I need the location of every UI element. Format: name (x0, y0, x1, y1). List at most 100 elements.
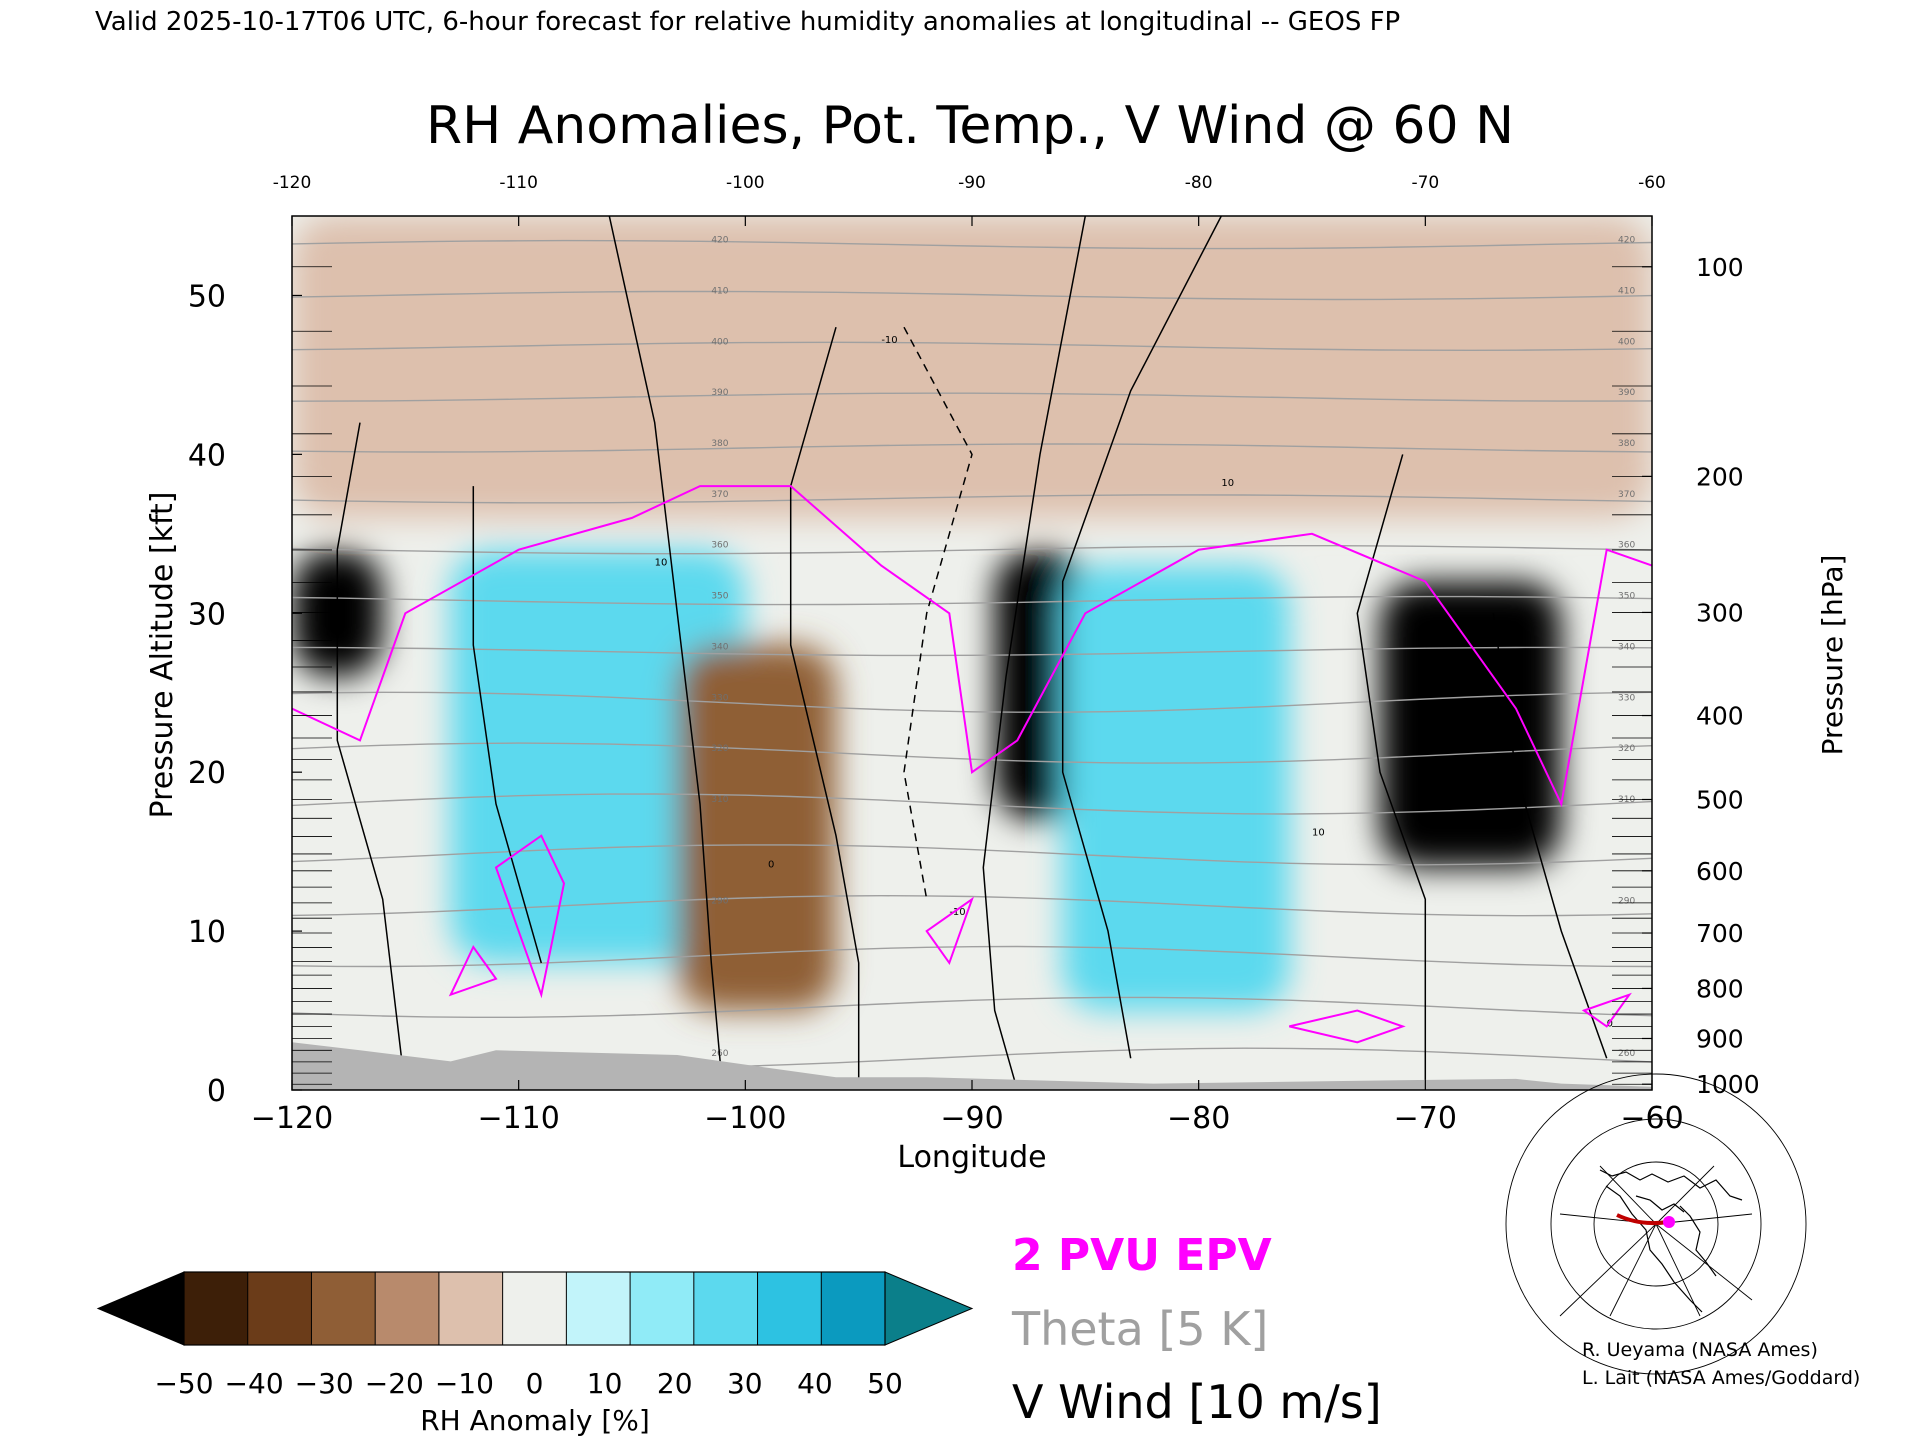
colorbar-tick-label: −20 (365, 1367, 424, 1400)
theta-label: 310 (711, 795, 728, 805)
colorbar-tick-label: 10 (587, 1367, 623, 1400)
chart-title: RH Anomalies, Pot. Temp., V Wind @ 60 N (426, 96, 1514, 156)
x-tick-label: −120 (251, 1101, 333, 1136)
colorbar-label: RH Anomaly [%] (420, 1404, 650, 1437)
epv-loop (925, 896, 974, 966)
theta-label: 330 (711, 693, 728, 703)
colorbar-bin (247, 1272, 312, 1345)
rh-anomaly-region (1380, 581, 1562, 868)
terrain-profile (292, 1042, 1652, 1090)
colorbar: −50 −40 −30 −20 −10 0 10 20 30 40 50 (96, 1271, 974, 1400)
colorbar-high-arrow (884, 1271, 974, 1346)
colorbar-bin (375, 1272, 440, 1345)
colorbar-tick-label: −50 (154, 1367, 213, 1400)
theta-isentrope (292, 239, 1652, 250)
pressure-tick-label: 100 (1696, 253, 1744, 282)
pressure-tick-label: 900 (1696, 1024, 1744, 1053)
locator-map (1505, 1073, 1807, 1375)
theta-label: 400 (711, 337, 728, 347)
theta-isentrope (292, 290, 1652, 301)
top-tick-label: -100 (726, 173, 765, 193)
x-axis-label: Longitude (897, 1140, 1046, 1175)
y-tick-label: 10 (188, 915, 226, 950)
theta-isentrope (292, 793, 1652, 815)
theta-label: 380 (1618, 439, 1635, 449)
vwind-contour (982, 216, 1087, 1090)
vwind-contours: 10 -10 -10 0 10 10 0 (336, 216, 1613, 1090)
vwind-contour (472, 486, 543, 964)
theta-label: 360 (711, 541, 728, 551)
coastline (1599, 1169, 1743, 1313)
location-marker (1663, 1216, 1675, 1228)
epv-contours (292, 485, 1652, 1044)
theta-label: 420 (1618, 236, 1635, 246)
theta-label: 400 (1618, 337, 1635, 347)
theta-label: 360 (1618, 541, 1635, 551)
terrain-mask (292, 1042, 1652, 1090)
valid-time-header: Valid 2025-10-17T06 UTC, 6-hour forecast… (95, 7, 1400, 37)
vwind-label: 0 (1607, 1018, 1613, 1029)
theta-isentrope (292, 392, 1652, 402)
colorbar-bin (438, 1272, 504, 1345)
vwind-label: -10 (881, 335, 897, 346)
axes: −120-120−110-110−100-100−90-90−80-80−70-… (188, 173, 1760, 1136)
vwind-contour (1356, 454, 1427, 1090)
x-tick-label: −110 (477, 1101, 559, 1136)
vwind-label: -10 (949, 907, 965, 918)
x-tick-label: −90 (940, 1101, 1003, 1136)
x-tick-label: −60 (1620, 1101, 1683, 1136)
theta-label: 290 (711, 897, 728, 907)
vwind-contour (1061, 216, 1222, 1059)
pressure-tick-label: 600 (1696, 857, 1744, 886)
colorbar-bin (630, 1272, 695, 1345)
theta-isentrope (292, 341, 1652, 352)
vwind-contour (789, 326, 860, 1090)
theta-label: 410 (1618, 286, 1635, 296)
theta-label: 350 (1618, 592, 1635, 602)
pressure-tick-label: 500 (1696, 785, 1744, 814)
vwind-label: 0 (768, 860, 774, 871)
colorbar-tick-label: 0 (526, 1367, 544, 1400)
legend-epv: 2 PVU EPV (1012, 1230, 1272, 1281)
theta-label: 370 (1618, 490, 1635, 500)
theta-isentrope (292, 443, 1652, 453)
theta-label: 290 (1618, 897, 1635, 907)
colorbar-bin (693, 1272, 759, 1345)
credit-line-1: R. Ueyama (NASA Ames) (1582, 1339, 1818, 1361)
theta-isentrope (292, 646, 1652, 657)
y-tick-label: 30 (188, 597, 226, 632)
rh-anomaly-region (1062, 565, 1290, 1011)
theta-label: 340 (711, 642, 728, 652)
pressure-tick-label: 1000 (1696, 1070, 1760, 1099)
epv-loop (494, 834, 566, 999)
top-tick-label: -120 (273, 173, 312, 193)
vwind-contour (336, 422, 407, 1090)
pressure-tick-label: 300 (1696, 598, 1744, 627)
theta-label: 410 (711, 286, 728, 296)
vwind-label: 10 (1312, 828, 1325, 839)
colorbar-bin (757, 1272, 822, 1345)
theta-label: 350 (711, 592, 728, 602)
theta-isentrope (292, 691, 1652, 713)
colorbar-low-arrow (96, 1271, 185, 1346)
theta-isentrope (292, 545, 1652, 555)
x-tick-label: −70 (1394, 1101, 1457, 1136)
y-axis-label-right: Pressure [hPa] (1816, 555, 1849, 756)
theta-isentrope (292, 742, 1652, 764)
theta-label: 330 (1618, 693, 1635, 703)
top-tick-label: -70 (1411, 173, 1439, 193)
colorbar-tick-label: 50 (867, 1367, 903, 1400)
legend-vwind: V Wind [10 m/s] (1012, 1375, 1382, 1429)
colorbar-bin (311, 1272, 376, 1345)
vwind-contour (903, 326, 973, 900)
legend-theta: Theta [5 K] (1011, 1302, 1268, 1356)
vwind-label: 10 (655, 558, 668, 569)
colorbar-bin (184, 1272, 249, 1345)
colorbar-tick-label: 20 (657, 1367, 693, 1400)
epv-loop (1581, 992, 1632, 1028)
theta-label: 390 (711, 388, 728, 398)
theta-label: 320 (711, 744, 728, 754)
colorbar-tick-label: −10 (435, 1367, 494, 1400)
colorbar-tick-label: 30 (727, 1367, 763, 1400)
